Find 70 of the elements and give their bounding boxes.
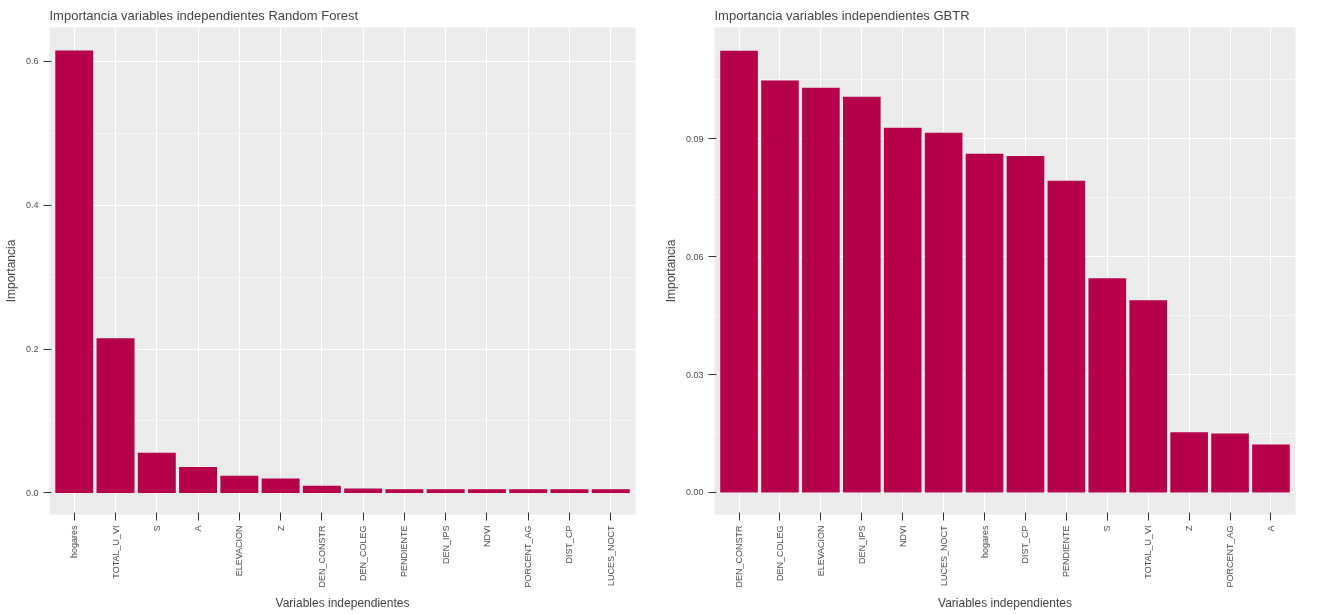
y-tick-label: 0.03 (685, 369, 704, 380)
x-tick-label: Z (1184, 525, 1195, 531)
x-tick-label: NDVI (481, 525, 492, 547)
x-tick-label: S (1102, 525, 1113, 532)
x-tick-label: DIST_CP (1020, 525, 1031, 564)
bar (1129, 300, 1168, 493)
bar (842, 96, 881, 493)
y-tick-label: 0.0 (25, 487, 39, 498)
x-tick-label: S (151, 525, 162, 532)
y-axis-title: Importancia (663, 239, 678, 303)
y-tick-label: 0.06 (685, 251, 704, 262)
bar (467, 489, 506, 493)
bar (55, 50, 94, 493)
x-tick-label: A (1265, 525, 1276, 532)
bar (1088, 278, 1127, 493)
x-tick-label: hogares (69, 525, 80, 559)
bar (509, 489, 548, 493)
x-tick-label: DEN_IPS (856, 525, 867, 565)
y-tick-label: 0.4 (25, 200, 39, 211)
bar (302, 485, 341, 493)
x-tick-label: NDVI (897, 525, 908, 547)
x-tick-label: PORCENT_AG (523, 525, 534, 588)
bar (720, 50, 758, 493)
y-axis-title: Importancia (3, 239, 18, 303)
x-tick-label: DEN_COLEG (358, 525, 369, 582)
bar (96, 338, 135, 493)
bar (1006, 156, 1045, 493)
bar (924, 132, 963, 493)
x-tick-label: TOTAL_U_VI (110, 525, 121, 579)
bar (137, 452, 176, 493)
bar (591, 489, 630, 493)
y-tick-label: 0.09 (685, 133, 704, 144)
x-tick-label: PORCENT_AG (1225, 525, 1236, 588)
bar (220, 475, 259, 493)
x-tick-label: LUCES_NOCT (938, 525, 949, 587)
bar (1047, 180, 1086, 493)
y-tick-label: 0.6 (25, 56, 39, 67)
chart-title: Importancia variables independientes GBTR (714, 7, 970, 23)
x-tick-label: DIST_CP (564, 525, 575, 564)
x-tick-label: PENDIENTE (399, 525, 410, 578)
x-tick-label: PENDIENTE (1061, 525, 1072, 578)
bar (1252, 444, 1290, 493)
bar (179, 467, 218, 493)
bar (1170, 432, 1208, 493)
x-tick-label: LUCES_NOCT (605, 525, 616, 587)
bar (761, 80, 799, 493)
x-tick-label: Z (275, 525, 286, 531)
x-tick-label: DEN_CONSTR (734, 525, 745, 588)
bar (883, 127, 922, 493)
bar (261, 478, 300, 493)
x-tick-label: DEN_IPS (440, 525, 451, 565)
bar (385, 489, 424, 493)
bar (426, 489, 465, 493)
x-tick-label: hogares (979, 525, 990, 559)
x-tick-label: ELEVACION (815, 525, 826, 577)
x-tick-label: A (193, 525, 204, 532)
chart-title: Importancia variables independientes Random Forest (49, 7, 359, 23)
bar (802, 87, 840, 493)
x-tick-label: TOTAL_U_VI (1143, 525, 1154, 579)
y-tick-label: 0.00 (685, 487, 704, 498)
x-tick-label: DEN_CONSTR (316, 525, 327, 588)
bar (965, 153, 1004, 493)
x-tick-label: ELEVACION (234, 525, 245, 577)
bar (550, 489, 589, 493)
x-tick-label: DEN_COLEG (774, 525, 785, 582)
bar (344, 488, 383, 493)
bar (1211, 433, 1249, 493)
x-axis-title: Variables independientes (938, 595, 1072, 610)
y-tick-label: 0.2 (25, 344, 39, 355)
x-axis-title: Variables independientes (275, 595, 410, 610)
